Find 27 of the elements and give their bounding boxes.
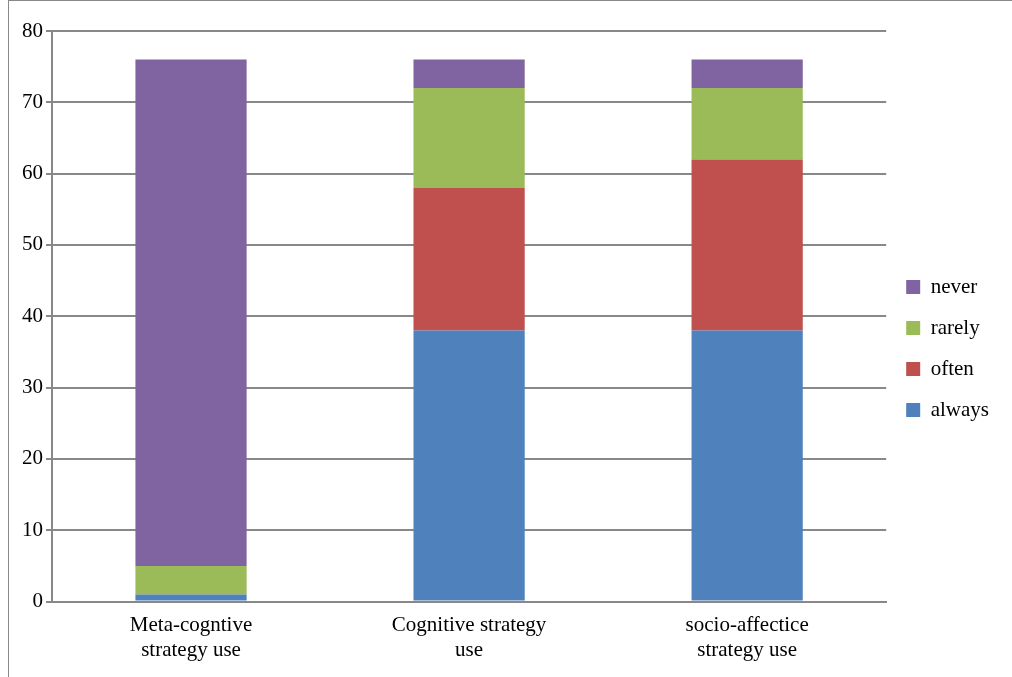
- legend-label: always: [930, 396, 990, 421]
- bar: [135, 59, 247, 566]
- y-tick-label: 60: [22, 160, 43, 185]
- y-tick-label: 20: [22, 445, 43, 470]
- bar: [413, 59, 525, 89]
- y-tick-label: 10: [22, 516, 43, 541]
- bar: [135, 594, 247, 601]
- x-tick-label: Cognitive strategy use: [391, 611, 547, 661]
- x-tick-label: Meta-cogntive strategy use: [129, 611, 253, 661]
- y-tick-label: 70: [22, 88, 43, 113]
- y-tick-label: 0: [32, 588, 43, 613]
- y-tick-label: 30: [22, 374, 43, 399]
- y-tick-label: 40: [22, 302, 43, 327]
- bar: [691, 59, 803, 89]
- bar: [413, 88, 525, 188]
- legend-label: never: [930, 273, 978, 298]
- legend-label: rarely: [930, 314, 981, 339]
- bar: [135, 565, 247, 595]
- y-tick-label: 50: [22, 231, 43, 256]
- legend-label: often: [930, 355, 975, 380]
- x-tick-label: socio-affectice strategy use: [685, 611, 809, 661]
- bar: [413, 330, 525, 601]
- bar: [413, 187, 525, 331]
- bar: [691, 159, 803, 331]
- bar: [691, 88, 803, 160]
- bar: [691, 330, 803, 601]
- y-tick-label: 80: [22, 17, 43, 42]
